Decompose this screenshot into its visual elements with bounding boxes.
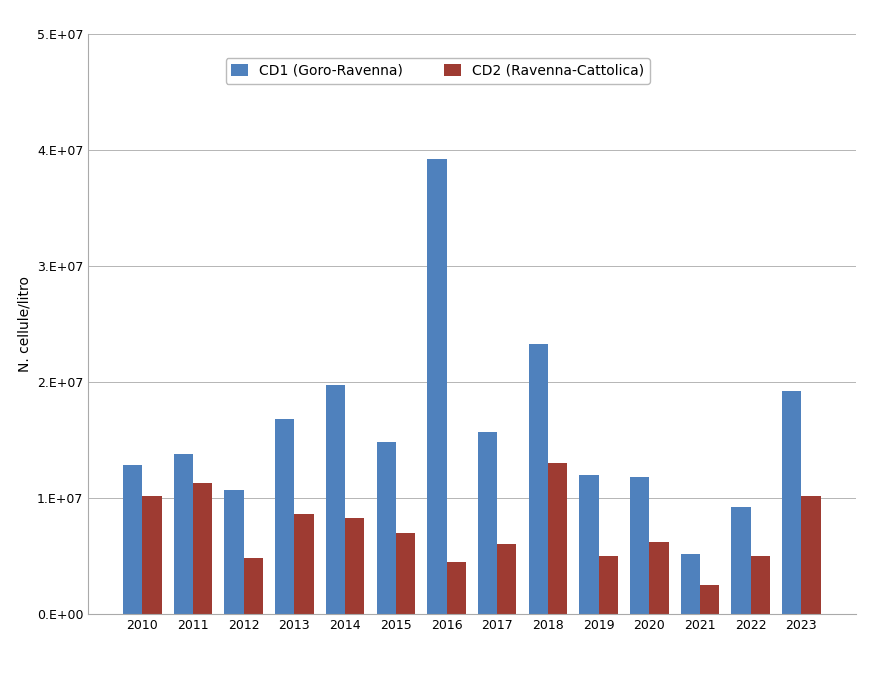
- Bar: [782, 391, 802, 614]
- Bar: [599, 556, 618, 614]
- Bar: [142, 496, 161, 614]
- Bar: [731, 507, 751, 614]
- Bar: [345, 518, 364, 614]
- Bar: [700, 585, 719, 614]
- Bar: [243, 558, 263, 614]
- Bar: [174, 454, 193, 614]
- Bar: [478, 432, 497, 614]
- Bar: [681, 554, 700, 614]
- Bar: [193, 483, 213, 614]
- Bar: [377, 442, 396, 614]
- Bar: [427, 160, 446, 614]
- Bar: [528, 344, 548, 614]
- Bar: [630, 477, 649, 614]
- Bar: [548, 463, 567, 614]
- Legend: CD1 (Goro-Ravenna), CD2 (Ravenna-Cattolica): CD1 (Goro-Ravenna), CD2 (Ravenna-Cattoli…: [226, 59, 650, 84]
- Bar: [225, 490, 243, 614]
- Bar: [649, 542, 669, 614]
- Bar: [802, 496, 820, 614]
- Bar: [275, 419, 295, 614]
- Bar: [295, 514, 314, 614]
- Bar: [579, 475, 599, 614]
- Y-axis label: N. cellule/litro: N. cellule/litro: [18, 276, 31, 372]
- Bar: [325, 385, 345, 614]
- Bar: [497, 544, 517, 614]
- Bar: [751, 556, 770, 614]
- Bar: [396, 533, 415, 614]
- Bar: [123, 465, 142, 614]
- Bar: [446, 562, 466, 614]
